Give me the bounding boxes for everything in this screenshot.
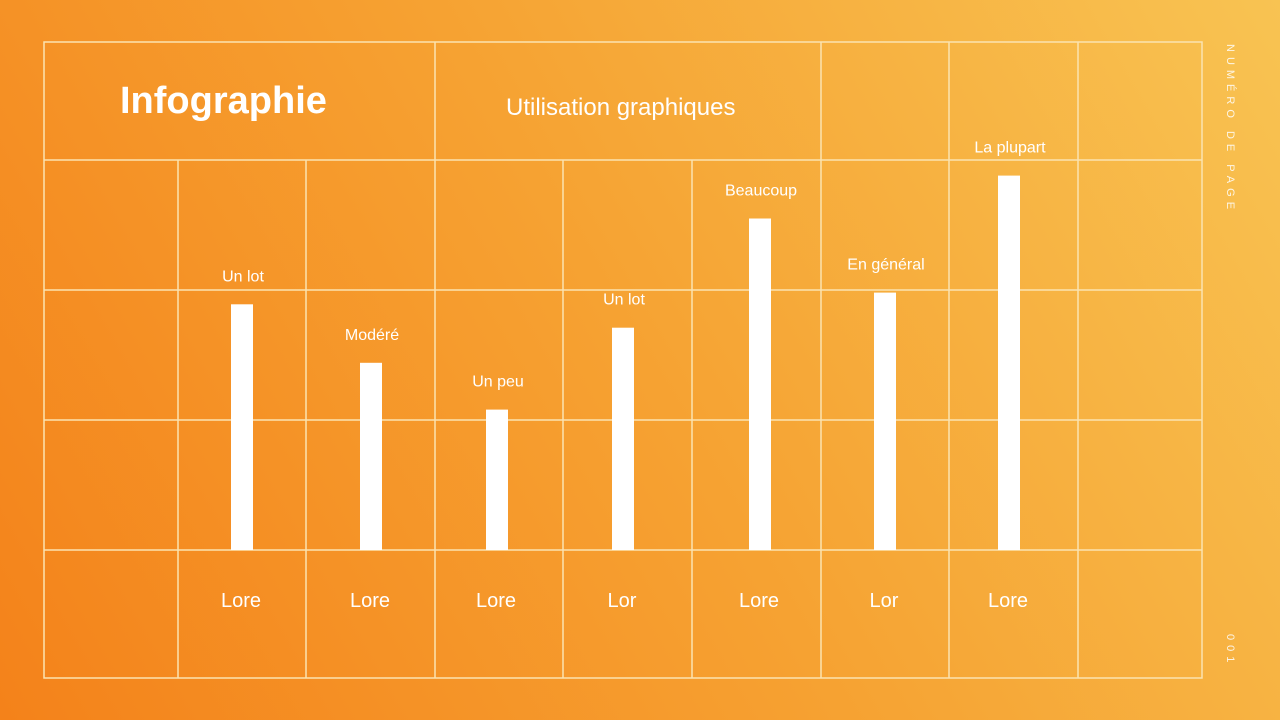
- bar: [998, 175, 1020, 550]
- page-number-label: NUMÉRO DE PAGE: [1224, 44, 1236, 215]
- category-label: Lore: [350, 590, 390, 612]
- chart-title: Utilisation graphiques: [506, 94, 736, 121]
- category-label: Lore: [739, 590, 779, 612]
- bar: [874, 292, 896, 550]
- bar: [360, 362, 382, 550]
- category-label: Lore: [988, 590, 1028, 612]
- grid-frame: [43, 41, 1203, 679]
- category-label: Lore: [476, 590, 516, 612]
- bar: [486, 409, 508, 550]
- bar: [749, 218, 771, 550]
- data-label: La plupart: [974, 140, 1046, 157]
- data-label: Un peu: [472, 374, 524, 391]
- category-label: Lore: [221, 590, 261, 612]
- data-label: En général: [847, 257, 924, 274]
- page-title: Infographie: [120, 80, 327, 122]
- data-label: Beaucoup: [725, 183, 797, 200]
- category-label: Lor: [870, 590, 899, 612]
- bar: [612, 327, 634, 550]
- page-number: 001: [1224, 634, 1236, 668]
- data-label: Un lot: [222, 268, 264, 285]
- data-label: Modéré: [345, 327, 399, 344]
- data-label: Un lot: [603, 292, 645, 309]
- bar: [231, 304, 253, 550]
- category-label: Lor: [608, 590, 637, 612]
